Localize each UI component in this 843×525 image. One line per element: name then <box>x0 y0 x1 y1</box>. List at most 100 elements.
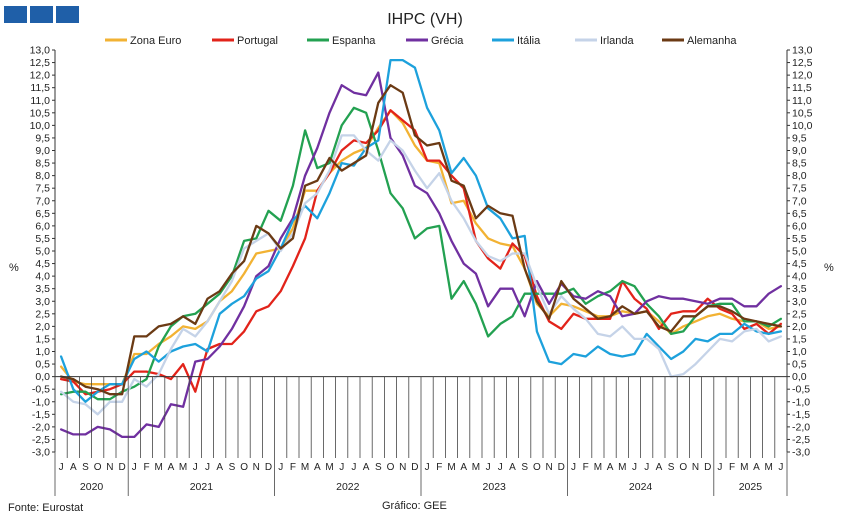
year-label: 2022 <box>336 481 360 493</box>
legend-label: Espanha <box>332 35 376 47</box>
x-tick-label: M <box>179 462 187 473</box>
x-tick-label: M <box>325 462 333 473</box>
x-tick-label: N <box>692 462 699 473</box>
y-tick-label-right: 0,5 <box>792 359 807 371</box>
y-tick-label-left: 12,0 <box>30 70 51 82</box>
y-tick-label-left: 7,0 <box>35 195 50 207</box>
x-tick-label: O <box>387 462 395 473</box>
x-tick-label: D <box>558 462 565 473</box>
x-tick-label: M <box>472 462 480 473</box>
logo-square <box>56 6 79 23</box>
y-tick-label-left: -0,5 <box>32 384 50 396</box>
series-line <box>59 84 783 396</box>
y-tick-label-left: -2,5 <box>32 434 50 446</box>
x-tick-label: N <box>545 462 552 473</box>
x-tick-label: A <box>168 462 175 473</box>
series-line <box>59 134 783 416</box>
y-tick-label-right: 8,5 <box>792 158 807 170</box>
y-tick-label-left: 12,5 <box>30 57 51 69</box>
x-tick-label: M <box>301 462 309 473</box>
y-tick-label-left: 2,0 <box>35 321 50 333</box>
y-tick-label-left: 6,0 <box>35 220 50 232</box>
y-tick-label-right: 4,5 <box>792 258 807 270</box>
x-tick-label: N <box>106 462 113 473</box>
y-tick-label-left: 5,5 <box>35 233 50 245</box>
y-axis-label-left: % <box>9 262 19 274</box>
x-tick-label: S <box>82 462 89 473</box>
x-tick-label: A <box>314 462 321 473</box>
y-tick-label-left: 2,5 <box>35 308 50 320</box>
x-tick-label: M <box>740 462 748 473</box>
x-tick-label: A <box>656 462 663 473</box>
y-tick-label-right: 10,5 <box>792 107 813 119</box>
x-tick-label: J <box>425 462 430 473</box>
x-tick-label: N <box>253 462 260 473</box>
legend-label: Zona Euro <box>130 35 181 47</box>
chart-credit: Gráfico: GEE <box>382 500 447 512</box>
x-tick-label: A <box>607 462 614 473</box>
x-tick-label: M <box>594 462 602 473</box>
x-tick-label: S <box>229 462 236 473</box>
y-tick-label-right: 1,0 <box>792 346 807 358</box>
y-tick-label-right: 6,5 <box>792 208 807 220</box>
series-line <box>59 58 783 403</box>
x-tick-label: D <box>411 462 418 473</box>
x-tick-label: A <box>216 462 223 473</box>
y-tick-label-left: 11,0 <box>30 95 50 107</box>
y-tick-label-right: -3,0 <box>792 447 810 459</box>
x-tick-label: J <box>205 462 210 473</box>
y-tick-label-left: 10,0 <box>30 120 51 132</box>
x-tick-label: A <box>509 462 516 473</box>
y-tick-label-right: 0,0 <box>792 371 807 383</box>
y-tick-label-left: 1,0 <box>35 346 50 358</box>
y-tick-label-right: 6,0 <box>792 220 807 232</box>
y-tick-label-right: 7,0 <box>792 195 807 207</box>
y-tick-label-left: -3,0 <box>32 447 50 459</box>
y-tick-label-left: 4,5 <box>35 258 50 270</box>
y-tick-label-right: -2,0 <box>792 421 810 433</box>
y-tick-label-right: 5,5 <box>792 233 807 245</box>
x-tick-label: F <box>290 462 296 473</box>
source-note: Fonte: Eurostat <box>8 502 84 514</box>
y-tick-label-right: 13,0 <box>792 45 813 57</box>
x-tick-label: F <box>729 462 735 473</box>
legend-label: Grécia <box>431 35 464 47</box>
series-line <box>59 71 783 439</box>
y-tick-label-right: 8,0 <box>792 170 807 182</box>
year-label: 2023 <box>483 481 507 493</box>
x-tick-label: A <box>70 462 77 473</box>
x-tick-label: O <box>240 462 248 473</box>
y-tick-label-left: 9,5 <box>35 132 50 144</box>
x-tick-label: M <box>618 462 626 473</box>
y-tick-label-right: 10,0 <box>792 120 813 132</box>
y-tick-label-right: 9,5 <box>792 132 807 144</box>
legend: Zona Euro Portugal Espanha Grécia Itália Irla… <box>105 35 737 47</box>
y-tick-label-left: 5,0 <box>35 246 50 258</box>
y-tick-label-right: -2,5 <box>792 434 810 446</box>
legend-label: Irlanda <box>600 35 635 47</box>
x-tick-label: N <box>399 462 406 473</box>
y-tick-label-left: 1,5 <box>35 333 50 345</box>
year-label: 2020 <box>80 481 104 493</box>
y-tick-label-right: -1,0 <box>792 396 810 408</box>
y-tick-label-left: -1,0 <box>32 396 50 408</box>
x-tick-label: O <box>94 462 102 473</box>
y-tick-label-left: -2,0 <box>32 421 50 433</box>
x-tick-label: J <box>717 462 722 473</box>
y-tick-label-right: 3,0 <box>792 296 807 308</box>
x-tick-label: S <box>668 462 675 473</box>
logo-square <box>30 6 53 23</box>
legend-label: Alemanha <box>687 35 737 47</box>
x-tick-label: D <box>118 462 125 473</box>
x-tick-label: F <box>436 462 442 473</box>
x-tick-label: O <box>533 462 541 473</box>
year-label: 2025 <box>739 481 763 493</box>
y-tick-label-right: 7,5 <box>792 183 807 195</box>
y-tick-label-left: 4,0 <box>35 271 50 283</box>
x-tick-label: J <box>132 462 137 473</box>
x-tick-label: J <box>486 462 491 473</box>
y-axis-label-right: % <box>824 262 834 274</box>
gee-logo-icon <box>4 6 79 23</box>
y-tick-label-left: 13,0 <box>30 45 51 57</box>
